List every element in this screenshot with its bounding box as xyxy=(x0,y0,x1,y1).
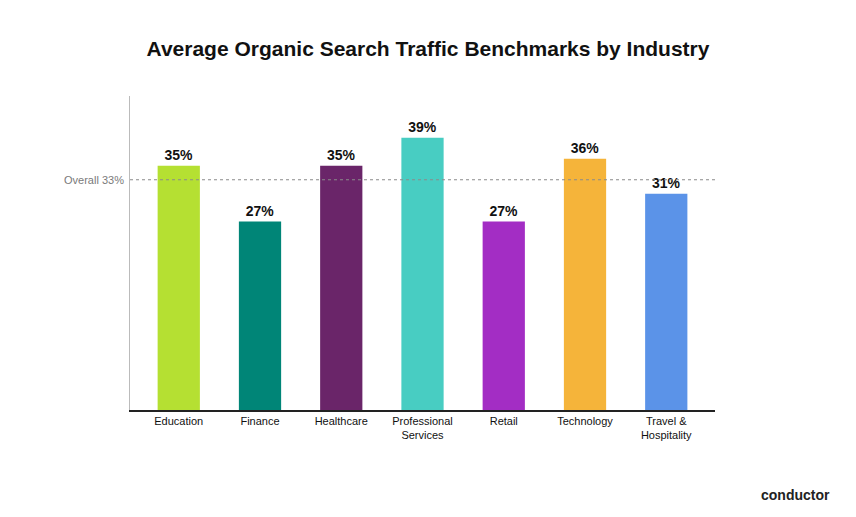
svg-text:39%: 39% xyxy=(408,119,437,135)
svg-text:ProfessionalServices: ProfessionalServices xyxy=(392,415,453,441)
svg-text:27%: 27% xyxy=(489,203,518,219)
svg-text:31%: 31% xyxy=(652,175,681,191)
svg-text:Travel &Hospitality: Travel &Hospitality xyxy=(641,415,692,441)
svg-text:35%: 35% xyxy=(164,147,193,163)
svg-text:Technology: Technology xyxy=(557,415,613,427)
svg-text:Finance: Finance xyxy=(240,415,279,427)
svg-text:36%: 36% xyxy=(571,140,600,156)
svg-text:27%: 27% xyxy=(246,203,275,219)
svg-text:Average Organic Search Traffic: Average Organic Search Traffic Benchmark… xyxy=(147,37,710,60)
svg-text:Overall 33%: Overall 33% xyxy=(64,174,124,186)
svg-text:conductor: conductor xyxy=(761,487,830,503)
svg-text:Retail: Retail xyxy=(490,415,518,427)
svg-text:35%: 35% xyxy=(327,147,356,163)
svg-text:Education: Education xyxy=(154,415,203,427)
svg-text:Healthcare: Healthcare xyxy=(315,415,368,427)
